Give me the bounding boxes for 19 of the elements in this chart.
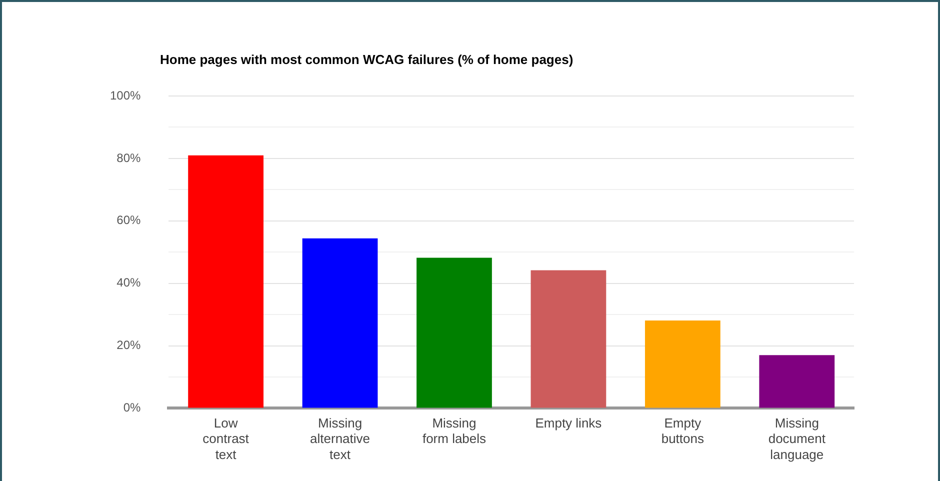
y-tick-label: 40% [116,276,142,290]
bar [530,270,606,408]
bar [416,258,492,408]
y-tick-label: 60% [116,213,142,228]
chart-title: Home pages with most common WCAG failures (% of home pages) [160,52,574,67]
bar [302,238,378,408]
bar [644,320,720,408]
bar [759,355,835,408]
y-tick-label: 100% [110,88,142,102]
y-tick-label: 0% [123,400,142,415]
x-tick-label: Empty links [535,416,602,431]
bar [188,155,264,408]
y-tick-label: 80% [116,150,142,165]
x-tick-label: Missing alternative text [310,416,370,462]
x-tick-label: Missing form labels [422,416,487,446]
x-tick-label: Empty buttons [661,416,704,446]
x-tick-label: Low contrast text [202,416,250,462]
x-tick-label: Missing document language [768,416,826,462]
y-tick-label: 20% [116,338,142,352]
